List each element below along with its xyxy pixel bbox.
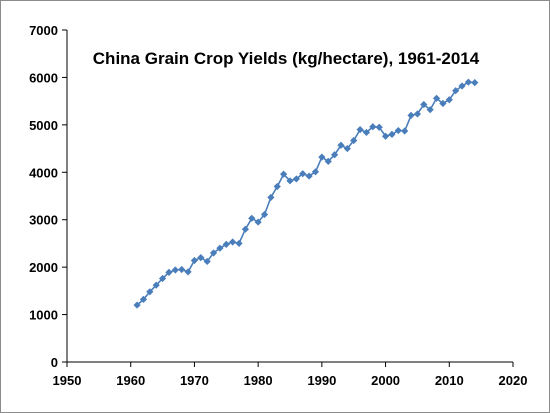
data-point-1995	[350, 136, 358, 145]
data-point-1990	[318, 153, 326, 161]
data-point-1981	[260, 210, 269, 219]
x-tick-label: 2000	[371, 373, 400, 388]
y-tick-label: 3000	[29, 213, 58, 228]
data-point-1967	[171, 266, 179, 274]
data-point-1998	[369, 123, 377, 131]
data-point-1965	[158, 274, 167, 283]
data-point-1974	[216, 244, 224, 252]
x-tick-label: 2010	[435, 373, 464, 388]
data-point-1979	[248, 214, 256, 222]
data-point-1988	[305, 172, 313, 180]
data-point-1982	[267, 193, 275, 202]
x-tick-label: 1960	[116, 373, 145, 388]
data-point-2009	[439, 99, 447, 108]
data-point-1984	[280, 170, 288, 178]
data-point-1985	[286, 177, 294, 185]
data-point-2014	[471, 79, 479, 87]
data-point-1996	[356, 126, 364, 134]
chart-title: China Grain Crop Yields (kg/hectare), 19…	[93, 49, 480, 68]
data-point-1976	[229, 238, 237, 246]
data-point-1977	[235, 239, 243, 248]
data-point-1991	[324, 157, 332, 165]
y-axis-ticks: 0 1000 2000 3000 4000 5000 6000 7000	[29, 23, 67, 370]
data-point-1970	[190, 256, 199, 265]
y-tick-label: 7000	[29, 23, 58, 38]
data-point-2007	[426, 106, 434, 114]
data-point-1999	[375, 123, 383, 131]
data-point-2001	[388, 130, 396, 138]
data-point-1969	[184, 268, 192, 276]
data-point-2004	[407, 111, 415, 119]
data-point-1968	[178, 265, 186, 274]
y-tick-label: 6000	[29, 70, 58, 85]
y-tick-label: 0	[51, 355, 58, 370]
data-point-1978	[241, 225, 249, 233]
data-point-2013	[464, 78, 472, 86]
data-point-2012	[458, 82, 466, 90]
data-point-1980	[254, 218, 262, 226]
data-point-1972	[203, 257, 211, 266]
x-tick-label: 1980	[244, 373, 273, 388]
data-point-2002	[394, 126, 402, 135]
x-tick-label: 1990	[307, 373, 336, 388]
data-point-1971	[197, 254, 205, 262]
data-point-1964	[152, 281, 160, 289]
x-tick-label: 1970	[180, 373, 209, 388]
data-point-1994	[343, 144, 351, 153]
data-point-1966	[165, 268, 173, 276]
y-tick-label: 1000	[29, 308, 58, 323]
data-point-1992	[331, 151, 339, 159]
data-point-1993	[337, 141, 345, 149]
data-point-2005	[413, 110, 422, 118]
data-point-2006	[420, 100, 428, 109]
data-point-1983	[273, 182, 281, 191]
x-tick-label: 2020	[499, 373, 528, 388]
data-point-2008	[432, 94, 441, 102]
y-tick-label: 2000	[29, 260, 58, 275]
x-axis-ticks: 1950 1960 1970 1980 1990 2000 2010 2020	[53, 362, 528, 388]
data-point-1962	[139, 295, 148, 303]
data-point-2010	[445, 96, 453, 104]
data-point-1975	[222, 240, 230, 248]
y-tick-label: 5000	[29, 118, 58, 133]
data-point-2003	[401, 127, 409, 135]
x-tick-label: 1950	[53, 373, 82, 388]
data-point-1961	[133, 301, 141, 309]
data-point-1986	[292, 175, 300, 183]
data-point-1963	[146, 288, 154, 296]
data-point-1989	[311, 168, 320, 176]
data-point-1997	[362, 128, 371, 137]
data-point-2000	[381, 132, 390, 140]
y-tick-label: 4000	[29, 165, 58, 180]
yield-series-points	[133, 78, 479, 309]
data-point-1973	[209, 249, 218, 257]
data-point-2011	[452, 87, 460, 95]
data-point-1987	[299, 170, 307, 178]
